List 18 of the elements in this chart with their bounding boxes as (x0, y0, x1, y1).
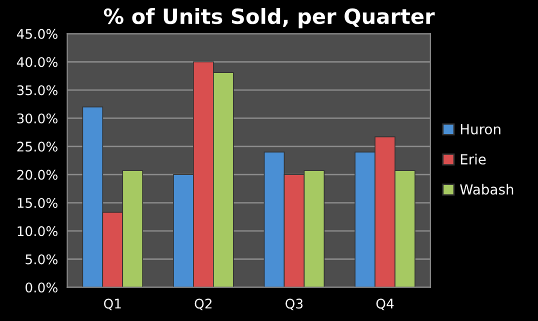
x-tick-label: Q2 (194, 298, 212, 310)
y-tick-label: 30.0% (17, 113, 58, 124)
y-tick-label: 35.0% (17, 85, 58, 96)
y-tick-label: 45.0% (16, 28, 58, 39)
y-tick-label: 25.0% (17, 142, 58, 152)
chart-title: % of Units Sold, per Quarter (104, 8, 435, 28)
y-tick-label: 20.0% (17, 170, 58, 180)
legend-label: Erie (460, 154, 486, 165)
legend-label: Wabash (460, 184, 514, 195)
x-tick-label: Q3 (286, 298, 303, 310)
x-tick-label: Q1 (104, 298, 121, 310)
y-tick-label: 10.0% (18, 226, 58, 236)
legend-label: Huron (460, 124, 500, 134)
y-tick-label: 5.0% (26, 254, 58, 264)
x-tick-label: Q4 (376, 298, 394, 310)
y-tick-label: 15.0% (18, 198, 58, 208)
y-tick-label: 0.0% (26, 282, 58, 292)
y-tick-label: 40.0% (16, 57, 58, 68)
